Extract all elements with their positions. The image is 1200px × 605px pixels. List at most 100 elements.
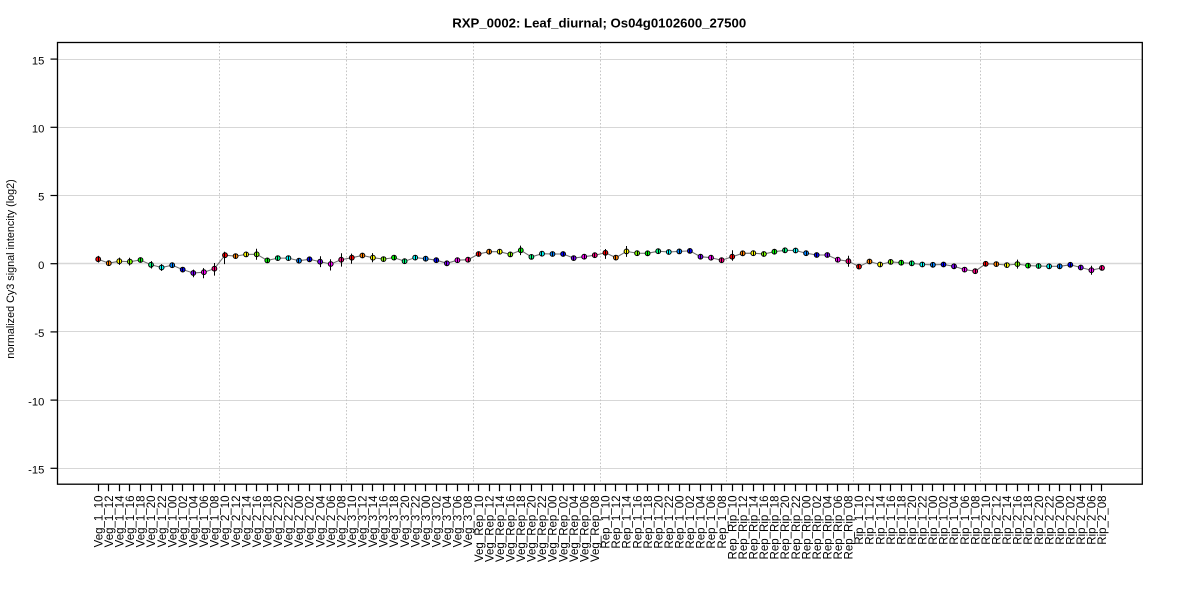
svg-text:Rip_2_10: Rip_2_10 (981, 496, 993, 545)
svg-text:Rip_1_22: Rip_1_22 (918, 496, 930, 545)
svg-text:Veg_3_04: Veg_3_04 (442, 495, 454, 547)
svg-text:Rip_1_08: Rip_1_08 (970, 496, 982, 545)
svg-text:Rip_1_10: Rip_1_10 (854, 496, 866, 545)
svg-text:RXP_0002: Leaf_diurnal; Os04g0: RXP_0002: Leaf_diurnal; Os04g0102600_275… (452, 15, 746, 30)
svg-text:Rip_2_14: Rip_2_14 (1002, 495, 1014, 545)
svg-text:Rip_2_16: Rip_2_16 (1013, 496, 1025, 545)
svg-text:Rep_1_06: Rep_1_06 (706, 496, 718, 549)
svg-text:Veg_1_22: Veg_1_22 (157, 496, 169, 548)
svg-text:Rep_1_18: Rep_1_18 (643, 496, 655, 549)
svg-text:Rep_1_12: Rep_1_12 (611, 496, 623, 549)
svg-text:Veg_2_12: Veg_2_12 (231, 496, 243, 548)
svg-text:Veg_Rep_20: Veg_Rep_20 (527, 496, 539, 563)
svg-text:Veg_3_22: Veg_3_22 (410, 496, 422, 548)
svg-text:Veg_1_00: Veg_1_00 (167, 496, 179, 548)
svg-text:Rep_1_08: Rep_1_08 (717, 496, 729, 549)
svg-text:Veg_2_08: Veg_2_08 (336, 496, 348, 548)
svg-text:Veg_Rep_18: Veg_Rep_18 (516, 496, 528, 563)
svg-text:Veg_2_06: Veg_2_06 (326, 496, 338, 548)
svg-text:Veg_Rep_02: Veg_Rep_02 (558, 496, 570, 563)
svg-text:Veg_1_02: Veg_1_02 (178, 496, 190, 548)
svg-text:Veg_2_14: Veg_2_14 (241, 495, 253, 547)
svg-text:15: 15 (32, 55, 44, 67)
svg-text:Rep_Rip_22: Rep_Rip_22 (791, 496, 803, 560)
svg-text:Veg_1_08: Veg_1_08 (210, 496, 222, 548)
svg-text:Veg_Rep_06: Veg_Rep_06 (579, 496, 591, 563)
svg-text:Veg_1_06: Veg_1_06 (199, 496, 211, 548)
svg-text:Rip_1_00: Rip_1_00 (928, 496, 940, 545)
svg-text:Veg_Rep_16: Veg_Rep_16 (506, 496, 518, 563)
svg-text:normalized Cy3 signal intencit: normalized Cy3 signal intencity (log2) (5, 179, 17, 358)
svg-text:Veg_3_06: Veg_3_06 (453, 496, 465, 548)
svg-text:Rip_1_12: Rip_1_12 (865, 496, 877, 545)
svg-text:Veg_3_02: Veg_3_02 (432, 496, 444, 548)
svg-text:Rep_Rip_14: Rep_Rip_14 (749, 495, 761, 560)
svg-text:Rip_2_12: Rip_2_12 (992, 496, 1004, 545)
svg-text:Rep_1_00: Rep_1_00 (675, 496, 687, 549)
svg-text:-10: -10 (28, 396, 44, 408)
svg-text:5: 5 (38, 192, 44, 204)
svg-text:Veg_Rep_00: Veg_Rep_00 (548, 496, 560, 563)
svg-text:Veg_Rep_10: Veg_Rep_10 (474, 496, 486, 563)
svg-text:Rip_1_18: Rip_1_18 (896, 496, 908, 545)
svg-text:Veg_2_16: Veg_2_16 (252, 496, 264, 548)
svg-text:Rep_1_02: Rep_1_02 (685, 496, 697, 549)
svg-text:Veg_3_14: Veg_3_14 (368, 495, 380, 547)
svg-text:Veg_2_04: Veg_2_04 (315, 495, 327, 547)
svg-text:Rip_1_16: Rip_1_16 (886, 496, 898, 545)
svg-text:Rip_2_02: Rip_2_02 (1066, 496, 1078, 545)
svg-text:Veg_3_00: Veg_3_00 (421, 496, 433, 548)
svg-text:Rep_Rip_12: Rep_Rip_12 (738, 496, 750, 560)
svg-text:Rip_1_06: Rip_1_06 (960, 496, 972, 545)
svg-text:Veg_2_10: Veg_2_10 (220, 496, 232, 548)
svg-text:Veg_1_14: Veg_1_14 (115, 495, 127, 547)
svg-text:Rip_2_20: Rip_2_20 (1034, 496, 1046, 545)
svg-text:Veg_2_18: Veg_2_18 (263, 496, 275, 548)
svg-text:Rep_Rip_08: Rep_Rip_08 (844, 496, 856, 560)
svg-text:Veg_Rep_04: Veg_Rep_04 (569, 495, 581, 562)
svg-text:Veg_3_16: Veg_3_16 (379, 496, 391, 548)
svg-text:Veg_Rep_22: Veg_Rep_22 (537, 496, 549, 563)
svg-text:Rep_Rip_10: Rep_Rip_10 (727, 496, 739, 560)
svg-text:Veg_3_18: Veg_3_18 (389, 496, 401, 548)
svg-text:Veg_1_04: Veg_1_04 (189, 495, 201, 547)
svg-text:Veg_1_12: Veg_1_12 (104, 496, 116, 548)
svg-text:Rep_1_04: Rep_1_04 (696, 495, 708, 549)
svg-text:Rip_2_08: Rip_2_08 (1097, 496, 1109, 545)
svg-text:Veg_Rep_14: Veg_Rep_14 (495, 495, 507, 562)
svg-text:Veg_2_02: Veg_2_02 (305, 496, 317, 548)
svg-text:Veg_1_20: Veg_1_20 (146, 496, 158, 548)
svg-text:Veg_3_12: Veg_3_12 (358, 496, 370, 548)
svg-text:Rip_2_04: Rip_2_04 (1076, 495, 1088, 545)
svg-text:Rep_Rip_18: Rep_Rip_18 (770, 496, 782, 560)
svg-text:Rip_1_20: Rip_1_20 (907, 496, 919, 545)
svg-text:Rip_2_00: Rip_2_00 (1055, 496, 1067, 545)
svg-text:10: 10 (32, 124, 44, 136)
svg-text:Veg_3_08: Veg_3_08 (463, 496, 475, 548)
svg-text:Rep_1_22: Rep_1_22 (664, 496, 676, 549)
svg-text:Rip_1_02: Rip_1_02 (939, 496, 951, 545)
svg-text:Rip_1_14: Rip_1_14 (875, 495, 887, 545)
svg-text:Veg_3_10: Veg_3_10 (347, 496, 359, 548)
svg-text:Rip_2_22: Rip_2_22 (1044, 496, 1056, 545)
svg-text:Rep_1_16: Rep_1_16 (632, 496, 644, 549)
svg-text:Rep_Rip_00: Rep_Rip_00 (801, 496, 813, 560)
svg-text:Rep_1_20: Rep_1_20 (653, 496, 665, 549)
svg-text:-15: -15 (28, 465, 44, 477)
svg-text:Rip_1_04: Rip_1_04 (949, 495, 961, 545)
svg-text:0: 0 (38, 260, 44, 272)
svg-text:Rip_2_06: Rip_2_06 (1087, 496, 1099, 545)
svg-text:Veg_2_00: Veg_2_00 (294, 496, 306, 548)
svg-text:Veg_2_20: Veg_2_20 (273, 496, 285, 548)
svg-text:Rep_Rip_16: Rep_Rip_16 (759, 496, 771, 560)
svg-text:Veg_3_20: Veg_3_20 (400, 496, 412, 548)
svg-text:-5: -5 (34, 328, 44, 340)
svg-text:Veg_2_22: Veg_2_22 (284, 496, 296, 548)
svg-text:Rep_Rip_20: Rep_Rip_20 (780, 496, 792, 560)
svg-text:Veg_Rep_08: Veg_Rep_08 (590, 496, 602, 563)
svg-text:Rep_1_10: Rep_1_10 (601, 496, 613, 549)
svg-text:Rep_Rip_02: Rep_Rip_02 (812, 496, 824, 560)
svg-text:Rip_2_18: Rip_2_18 (1023, 496, 1035, 545)
svg-text:Veg_1_18: Veg_1_18 (136, 496, 148, 548)
svg-text:Rep_Rip_04: Rep_Rip_04 (823, 495, 835, 560)
